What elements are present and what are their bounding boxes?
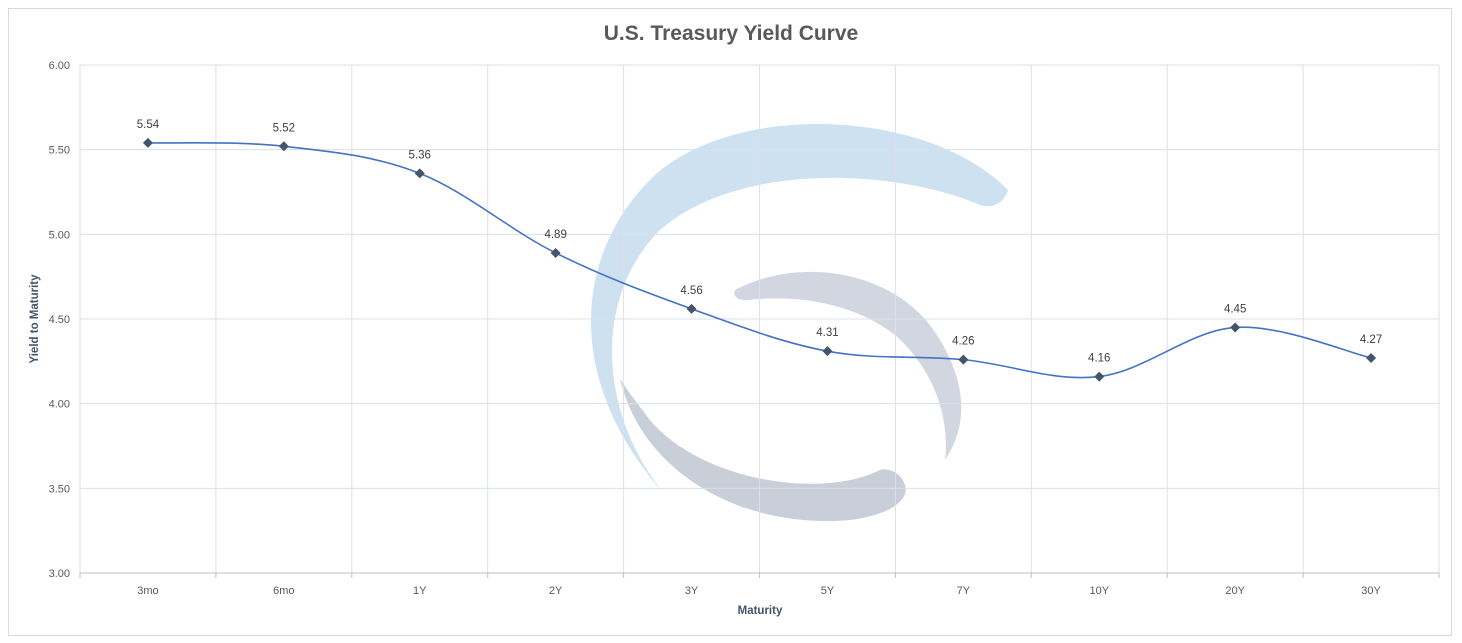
series-markers: [142, 137, 1377, 382]
data-point-marker: [414, 168, 425, 179]
y-tick-label: 5.50: [49, 145, 70, 157]
data-label: 5.36: [409, 149, 431, 161]
chart-title: U.S. Treasury Yield Curve: [604, 22, 858, 45]
data-label: 4.56: [680, 285, 702, 297]
x-tick-label: 20Y: [1225, 585, 1245, 597]
y-axis-ticks: 3.00 3.50 4.00 4.50 5.00 5.50 6.00: [49, 60, 70, 580]
gridlines: [79, 64, 1440, 573]
data-label: 4.27: [1360, 334, 1382, 346]
data-point-marker: [142, 137, 153, 148]
data-label: 5.54: [137, 119, 160, 131]
data-point-marker: [822, 346, 833, 357]
y-tick-label: 4.50: [49, 314, 70, 326]
y-tick-label: 5.00: [49, 229, 70, 241]
x-tick-label: 7Y: [957, 585, 971, 597]
data-label: 4.89: [544, 229, 566, 241]
x-tick-label: 3Y: [685, 585, 699, 597]
x-tick-label: 2Y: [549, 585, 563, 597]
x-tick-label: 30Y: [1361, 585, 1381, 597]
watermark-logo: [590, 123, 1008, 522]
data-point-marker: [1094, 371, 1105, 382]
y-tick-label: 3.50: [49, 483, 70, 495]
data-point-marker: [958, 354, 969, 365]
y-tick-label: 6.00: [49, 60, 70, 72]
x-tick-label: 3mo: [137, 585, 158, 597]
series-line: [147, 142, 1372, 379]
x-axis-ticks: 3mo 6mo 1Y 2Y 3Y 5Y 7Y 10Y 20Y 30Y: [79, 573, 1440, 597]
data-point-marker: [1366, 352, 1377, 363]
data-label: 5.52: [273, 122, 295, 134]
x-tick-label: 1Y: [413, 585, 427, 597]
x-tick-label: 5Y: [821, 585, 835, 597]
data-label: 4.16: [1088, 353, 1110, 365]
data-point-marker: [550, 247, 561, 258]
data-point-marker: [686, 303, 697, 314]
y-axis-label: Yield to Maturity: [29, 274, 41, 364]
y-tick-label: 4.00: [49, 399, 70, 411]
y-tick-label: 3.00: [49, 568, 70, 580]
data-point-marker: [1230, 322, 1241, 333]
x-tick-label: 6mo: [273, 585, 294, 597]
data-label: 4.26: [952, 336, 974, 348]
data-label: 4.31: [816, 327, 838, 339]
x-tick-label: 10Y: [1089, 585, 1109, 597]
data-label: 4.45: [1224, 303, 1246, 315]
data-point-marker: [278, 141, 289, 152]
x-axis-label: Maturity: [738, 605, 783, 617]
data-labels: 5.54 5.52 5.36 4.89 4.56 4.31 4.26 4.16 4.45 4.27: [137, 119, 1382, 365]
